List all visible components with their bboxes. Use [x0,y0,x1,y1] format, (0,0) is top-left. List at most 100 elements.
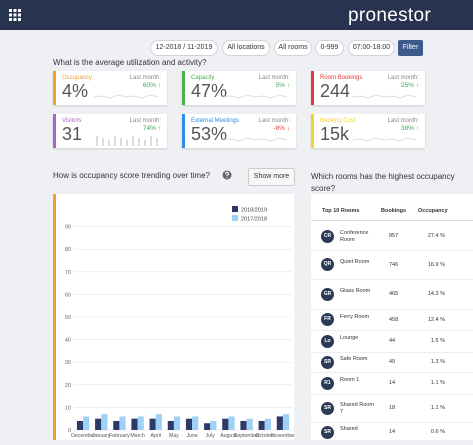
bar [76,420,84,430]
room-avatar: SR [321,425,334,439]
sparkline [352,94,417,99]
kpi-card: Capacity Last month: 5% ↑ 47% [182,71,296,105]
section-title: What is the average utilization and acti… [53,58,207,67]
x-tick-label: October [256,433,275,439]
y-tick-label: 80 [65,247,71,253]
room-name: Ferry Room [340,313,370,320]
y-tick-label: 20 [65,383,71,389]
x-tick-label: January [92,433,111,439]
table-row: CR Conference Room 857 27.4 % [311,222,473,251]
table-row: R1 Room 1 14 1.1 % [311,372,473,395]
room-bookings: 14 [389,429,396,435]
room-avatar: Lo [321,334,334,348]
room-occupancy: 16.9 % [427,261,445,268]
sparkline [223,94,288,99]
room-avatar: CR [321,229,334,243]
bar [264,418,271,430]
room-bookings: 857 [389,233,399,239]
logo: pronestor [348,5,431,26]
x-tick-label: April [151,433,161,439]
table-row: QR Quiet Room 746 16.9 % [311,250,473,280]
kpi-label: External Meetings [191,118,240,124]
bar [185,418,193,430]
bar [282,414,290,430]
y-tick-label: 30 [65,360,71,366]
x-tick-label: November [271,433,294,439]
bar [83,416,90,430]
room-bookings: 44 [389,338,396,344]
x-tick-label: May [169,433,179,439]
sparkline [223,137,288,142]
x-tick-label: September [234,433,260,439]
y-tick-label: 0 [68,428,71,434]
room-avatar: QR [321,258,334,271]
room-bookings: 49 [389,359,396,365]
bar [119,416,126,430]
kpi-change: 74% ↑ [142,125,161,132]
x-tick-label: February [109,433,130,439]
kpi-value: 4% [62,81,89,101]
kpi-card: Occupancy Last month: 60% ↑ 4% [53,71,167,105]
bar [204,423,211,430]
chart-panel: 0 10 20 30 40 50 60 70 80 90 December January Februa… [53,194,295,440]
bar [192,416,199,430]
room-avatar: GR [321,287,334,301]
table-header: Occupancy [418,208,448,214]
bar [210,420,217,430]
room-occupancy: 1.5 % [430,338,445,344]
room-avatar: FR [321,313,334,326]
room-name: Room 1 [340,377,360,383]
x-tick-label: March [130,433,145,439]
x-tick-label: December [71,433,95,439]
table-row: SR Shared 14 0.6 % [311,422,473,440]
last-month-label: Last month: [129,75,161,81]
bar [137,416,144,430]
room-avatar: SR [321,355,334,369]
capacity-filter[interactable]: 0-999 [315,40,344,56]
rooms-table: Top 10 Rooms Bookings Occupancy CR Conferenc… [311,194,473,440]
room-filter[interactable]: All rooms [274,40,312,56]
kpi-label: Occupancy [62,75,93,81]
bar [155,414,162,430]
sparkline [94,94,159,99]
room-occupancy: 0.6 % [430,429,445,435]
kpi-value: 31 [62,124,83,144]
table-row: Lo Lounge 44 1.5 % [311,330,473,353]
bar [113,420,120,430]
apps-menu[interactable] [9,9,21,21]
y-tick-label: 60 [65,292,71,298]
kpi-card: External Meetings Last month: -8% ↓ 53% [182,114,296,148]
date-filter[interactable]: 12-2018 / 11-2019 [150,40,218,56]
kpi-card: Visitors Last month: 74% ↑ 31 [53,114,167,148]
location-filter[interactable]: All locations [222,40,270,56]
room-bookings: 465 [389,291,399,297]
bar [228,416,235,430]
kpi-label: Capacity [191,75,215,81]
legend-swatch [232,206,238,212]
last-month-label: Last month: [258,118,290,124]
kpi-change: 38% ↑ [400,125,419,132]
occupancy-chart: 0 10 20 30 40 50 60 70 80 90 DecemberJanuaryFebrua… [65,206,295,439]
bar [101,414,108,430]
y-tick-label: 10 [65,405,71,411]
room-occupancy: 1.1 % [430,405,445,411]
table-row: SR Safe Room 49 1.3 % [311,352,473,373]
room-occupancy: 14.3 % [427,291,445,297]
y-tick-label: 50 [65,315,71,321]
bar [240,420,247,430]
kpi-label: Booking Cost [320,118,356,124]
y-tick-label: 40 [65,338,71,344]
time-filter[interactable]: 07:00-18:00 [348,40,395,56]
show-more-button[interactable]: Show more [248,168,295,186]
help-icon[interactable] [222,170,232,180]
table-header: Top 10 Rooms [322,208,360,214]
bar [173,416,181,430]
x-tick-label: August [220,433,237,439]
y-tick-label: 90 [65,225,71,231]
kpi-change: 60% ↑ [142,82,161,89]
last-month-label: Last month: [387,118,419,124]
filter-button[interactable]: Filter [398,40,423,56]
last-month-label: Last month: [129,118,161,124]
table-header: Bookings [381,208,407,214]
